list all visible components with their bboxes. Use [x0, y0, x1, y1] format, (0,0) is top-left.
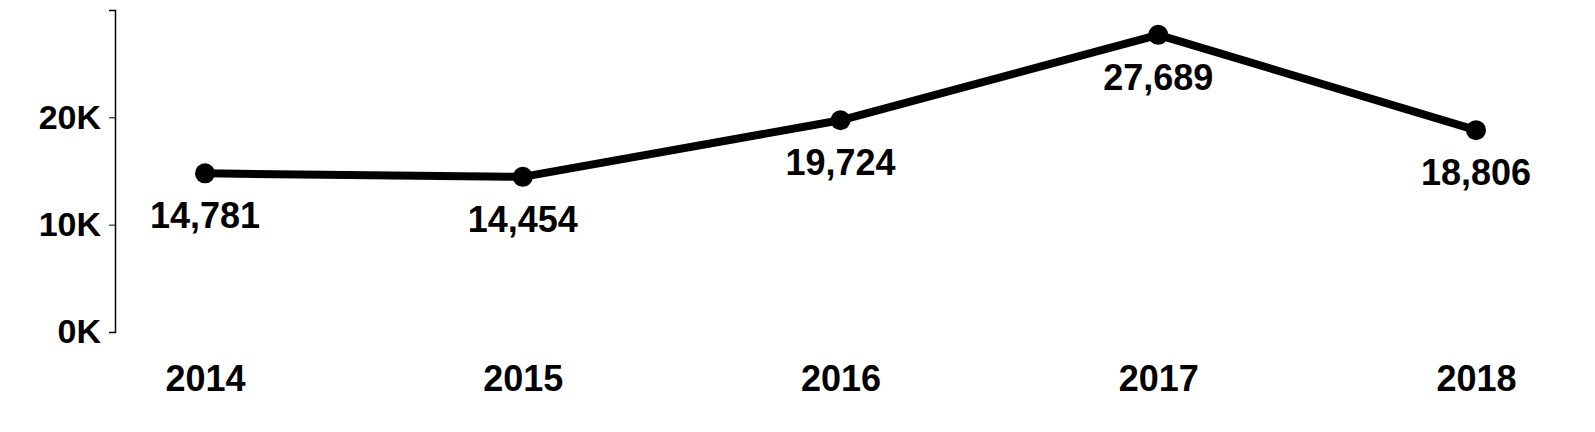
- x-tick: 2018: [1436, 355, 1516, 399]
- plot-area: [195, 25, 1486, 187]
- chart: 0K 10K 20K 2014 2015 2016 2017 2018 14,781 14,454…: [0, 0, 1595, 432]
- data-label: 14,781: [150, 195, 260, 236]
- data-label: 14,454: [468, 199, 578, 240]
- point: [1148, 25, 1168, 45]
- x-tick-label: 2016: [801, 358, 881, 399]
- y-tick-mark: [109, 117, 115, 118]
- x-tick: 2016: [801, 355, 881, 399]
- point: [195, 163, 215, 183]
- data-label: 27,689: [1103, 57, 1213, 98]
- point: [513, 167, 533, 187]
- y-tick: 20K: [39, 98, 115, 136]
- x-tick: 2014: [165, 355, 245, 399]
- x-axis: 2014 2015 2016 2017 2018: [165, 355, 1516, 399]
- x-tick-label: 2017: [1119, 358, 1199, 399]
- point: [1466, 120, 1486, 140]
- x-tick: 2015: [483, 355, 563, 399]
- point: [831, 110, 851, 130]
- y-tick-mark: [109, 332, 115, 333]
- y-tick-label: 0K: [58, 312, 102, 350]
- y-tick-mark: [109, 225, 115, 226]
- x-tick-label: 2018: [1436, 358, 1516, 399]
- data-labels: 14,781 14,454 19,724 27,689 18,806: [150, 57, 1531, 240]
- y-tick: 10K: [39, 205, 115, 243]
- x-tick-label: 2014: [165, 358, 245, 399]
- y-tick-label: 10K: [39, 205, 102, 243]
- data-label: 18,806: [1421, 152, 1531, 193]
- y-tick: 0K: [58, 312, 115, 350]
- data-label: 19,724: [785, 142, 895, 183]
- y-tick-label: 20K: [39, 98, 102, 136]
- y-axis: 0K 10K 20K: [39, 11, 116, 351]
- y-axis-line: [109, 11, 116, 333]
- x-tick-label: 2015: [483, 358, 563, 399]
- x-tick: 2017: [1119, 355, 1199, 399]
